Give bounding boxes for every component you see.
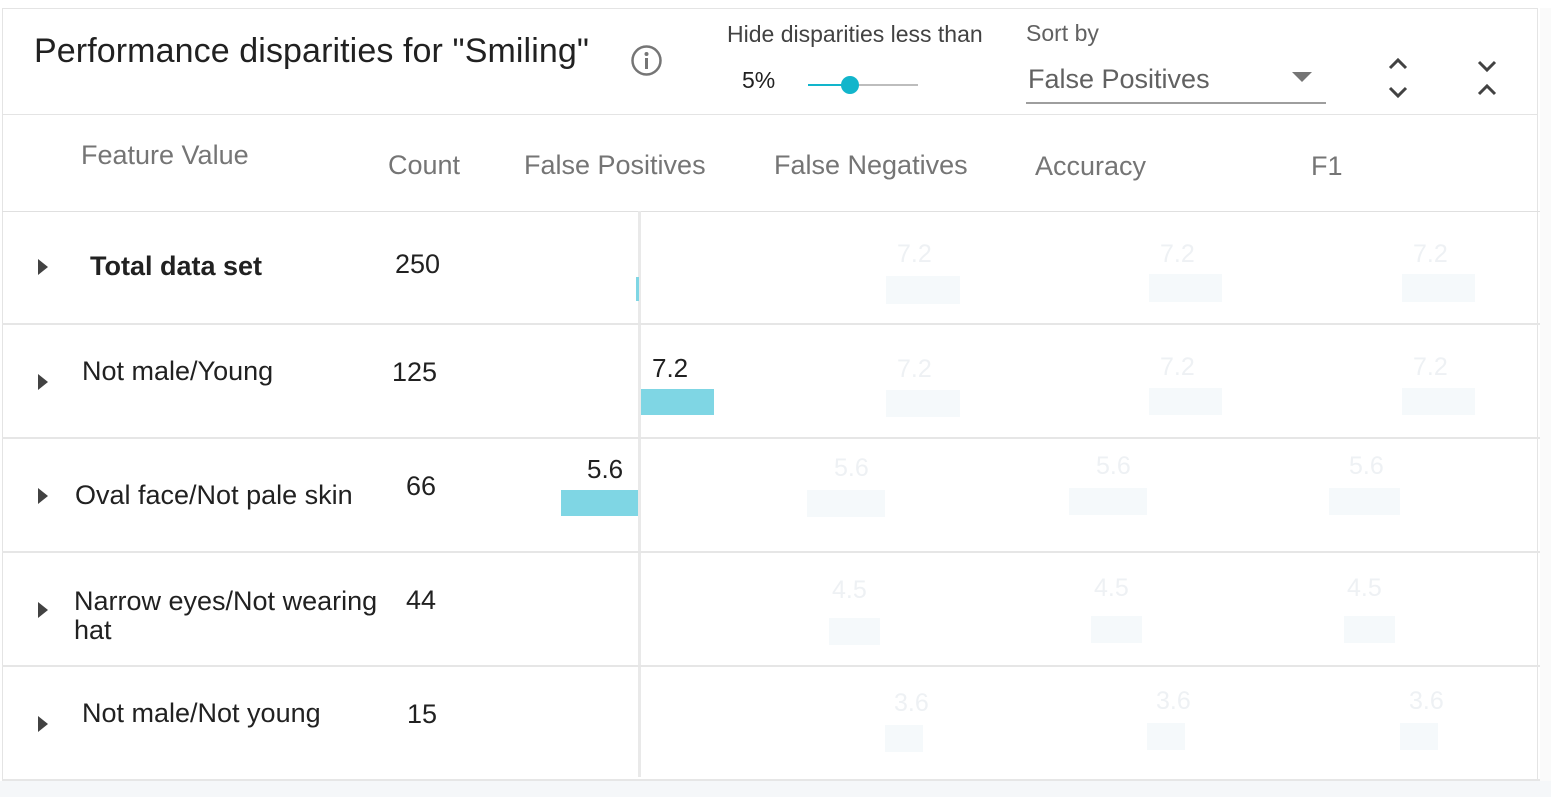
count-value: 250: [395, 249, 441, 279]
unfold-less-icon[interactable]: [1467, 56, 1507, 100]
disparities-panel: [2, 8, 1538, 780]
info-icon[interactable]: [630, 44, 663, 77]
faded-bar: [807, 490, 885, 517]
sort-by-label: Sort by: [1026, 20, 1099, 46]
faded-value: 7.2: [1413, 353, 1448, 381]
false-positives-label: 5.6: [587, 454, 624, 484]
column-header-false-negatives[interactable]: False Negatives: [774, 150, 968, 180]
false-positives-bar: [636, 277, 639, 301]
slider-track-fill: [808, 84, 850, 86]
faded-value: 3.6: [1409, 687, 1444, 715]
feature-value: Narrow eyes/Not wearing hat: [74, 586, 378, 645]
false-positives-label: 7.2: [652, 353, 689, 383]
faded-value: 7.2: [1413, 240, 1448, 268]
row-divider: [2, 779, 1540, 781]
feature-value: Not male/Not young: [82, 698, 321, 728]
faded-value: 4.5: [1347, 574, 1382, 602]
sort-by-value: False Positives: [1028, 64, 1210, 94]
threshold-slider[interactable]: [808, 74, 920, 96]
faded-bar: [1091, 616, 1142, 643]
column-header-feature-value: Feature Value: [81, 140, 249, 170]
count-value: 66: [406, 471, 437, 501]
footer-strip: [0, 781, 1551, 797]
faded-bar: [886, 390, 960, 417]
column-header-false-positives[interactable]: False Positives: [524, 150, 706, 180]
faded-value: 7.2: [1160, 240, 1195, 268]
slider-track: [808, 84, 918, 86]
slider-thumb[interactable]: [840, 76, 859, 94]
faded-value: 5.6: [1349, 452, 1384, 480]
unfold-more-icon[interactable]: [1378, 56, 1418, 100]
scroll-gutter: [1540, 8, 1551, 781]
faded-value: 7.2: [1160, 353, 1195, 381]
count-value: 15: [407, 699, 438, 729]
faded-bar: [829, 618, 880, 645]
column-header-accuracy[interactable]: Accuracy: [1035, 151, 1147, 181]
faded-bar: [1069, 488, 1147, 515]
feature-value: Not male/Young: [82, 356, 274, 386]
faded-value: 5.6: [834, 454, 869, 482]
faded-bar: [886, 276, 960, 304]
sort-by-select[interactable]: False Positives: [1026, 58, 1326, 104]
count-value: 125: [392, 357, 438, 387]
faded-bar: [1147, 723, 1185, 750]
panel-title: Performance disparities for "Smiling": [34, 32, 590, 70]
row-divider: [2, 665, 1540, 667]
hide-disparities-label: Hide disparities less than: [727, 21, 983, 47]
faded-bar: [1400, 723, 1438, 750]
faded-value: 7.2: [897, 240, 932, 268]
column-header-count[interactable]: Count: [388, 150, 461, 180]
faded-value: 3.6: [1156, 687, 1191, 715]
threshold-value: 5%: [742, 67, 776, 93]
feature-value: Oval face/Not pale skin: [75, 480, 353, 510]
expand-row-arrow-icon[interactable]: [38, 488, 48, 504]
faded-value: 5.6: [1096, 452, 1131, 480]
faded-value: 4.5: [832, 576, 867, 604]
faded-bar: [1402, 388, 1475, 415]
faded-bar: [1329, 488, 1400, 515]
row-divider: [2, 551, 1540, 553]
faded-value: 4.5: [1094, 574, 1129, 602]
count-value: 44: [406, 585, 437, 615]
expand-row-arrow-icon[interactable]: [38, 602, 48, 618]
zero-baseline: [638, 211, 641, 777]
expand-row-arrow-icon[interactable]: [38, 374, 48, 390]
faded-bar: [885, 725, 923, 752]
header-divider: [2, 114, 1538, 115]
row-divider: [2, 437, 1540, 439]
feature-value: Total data set: [90, 251, 263, 281]
expand-row-arrow-icon[interactable]: [38, 716, 48, 732]
faded-bar: [1149, 388, 1222, 415]
false-positives-bar: [641, 389, 714, 415]
faded-value: 3.6: [894, 689, 929, 717]
faded-bar: [1149, 274, 1222, 302]
column-header-divider: [2, 211, 1540, 212]
dropdown-arrow-icon: [1292, 72, 1312, 82]
row-divider: [2, 323, 1540, 325]
column-header-f1[interactable]: F1: [1311, 151, 1343, 181]
false-positives-bar: [561, 490, 638, 516]
faded-bar: [1344, 616, 1395, 643]
faded-bar: [1402, 274, 1475, 302]
faded-value: 7.2: [897, 355, 932, 383]
expand-row-arrow-icon[interactable]: [38, 259, 48, 275]
